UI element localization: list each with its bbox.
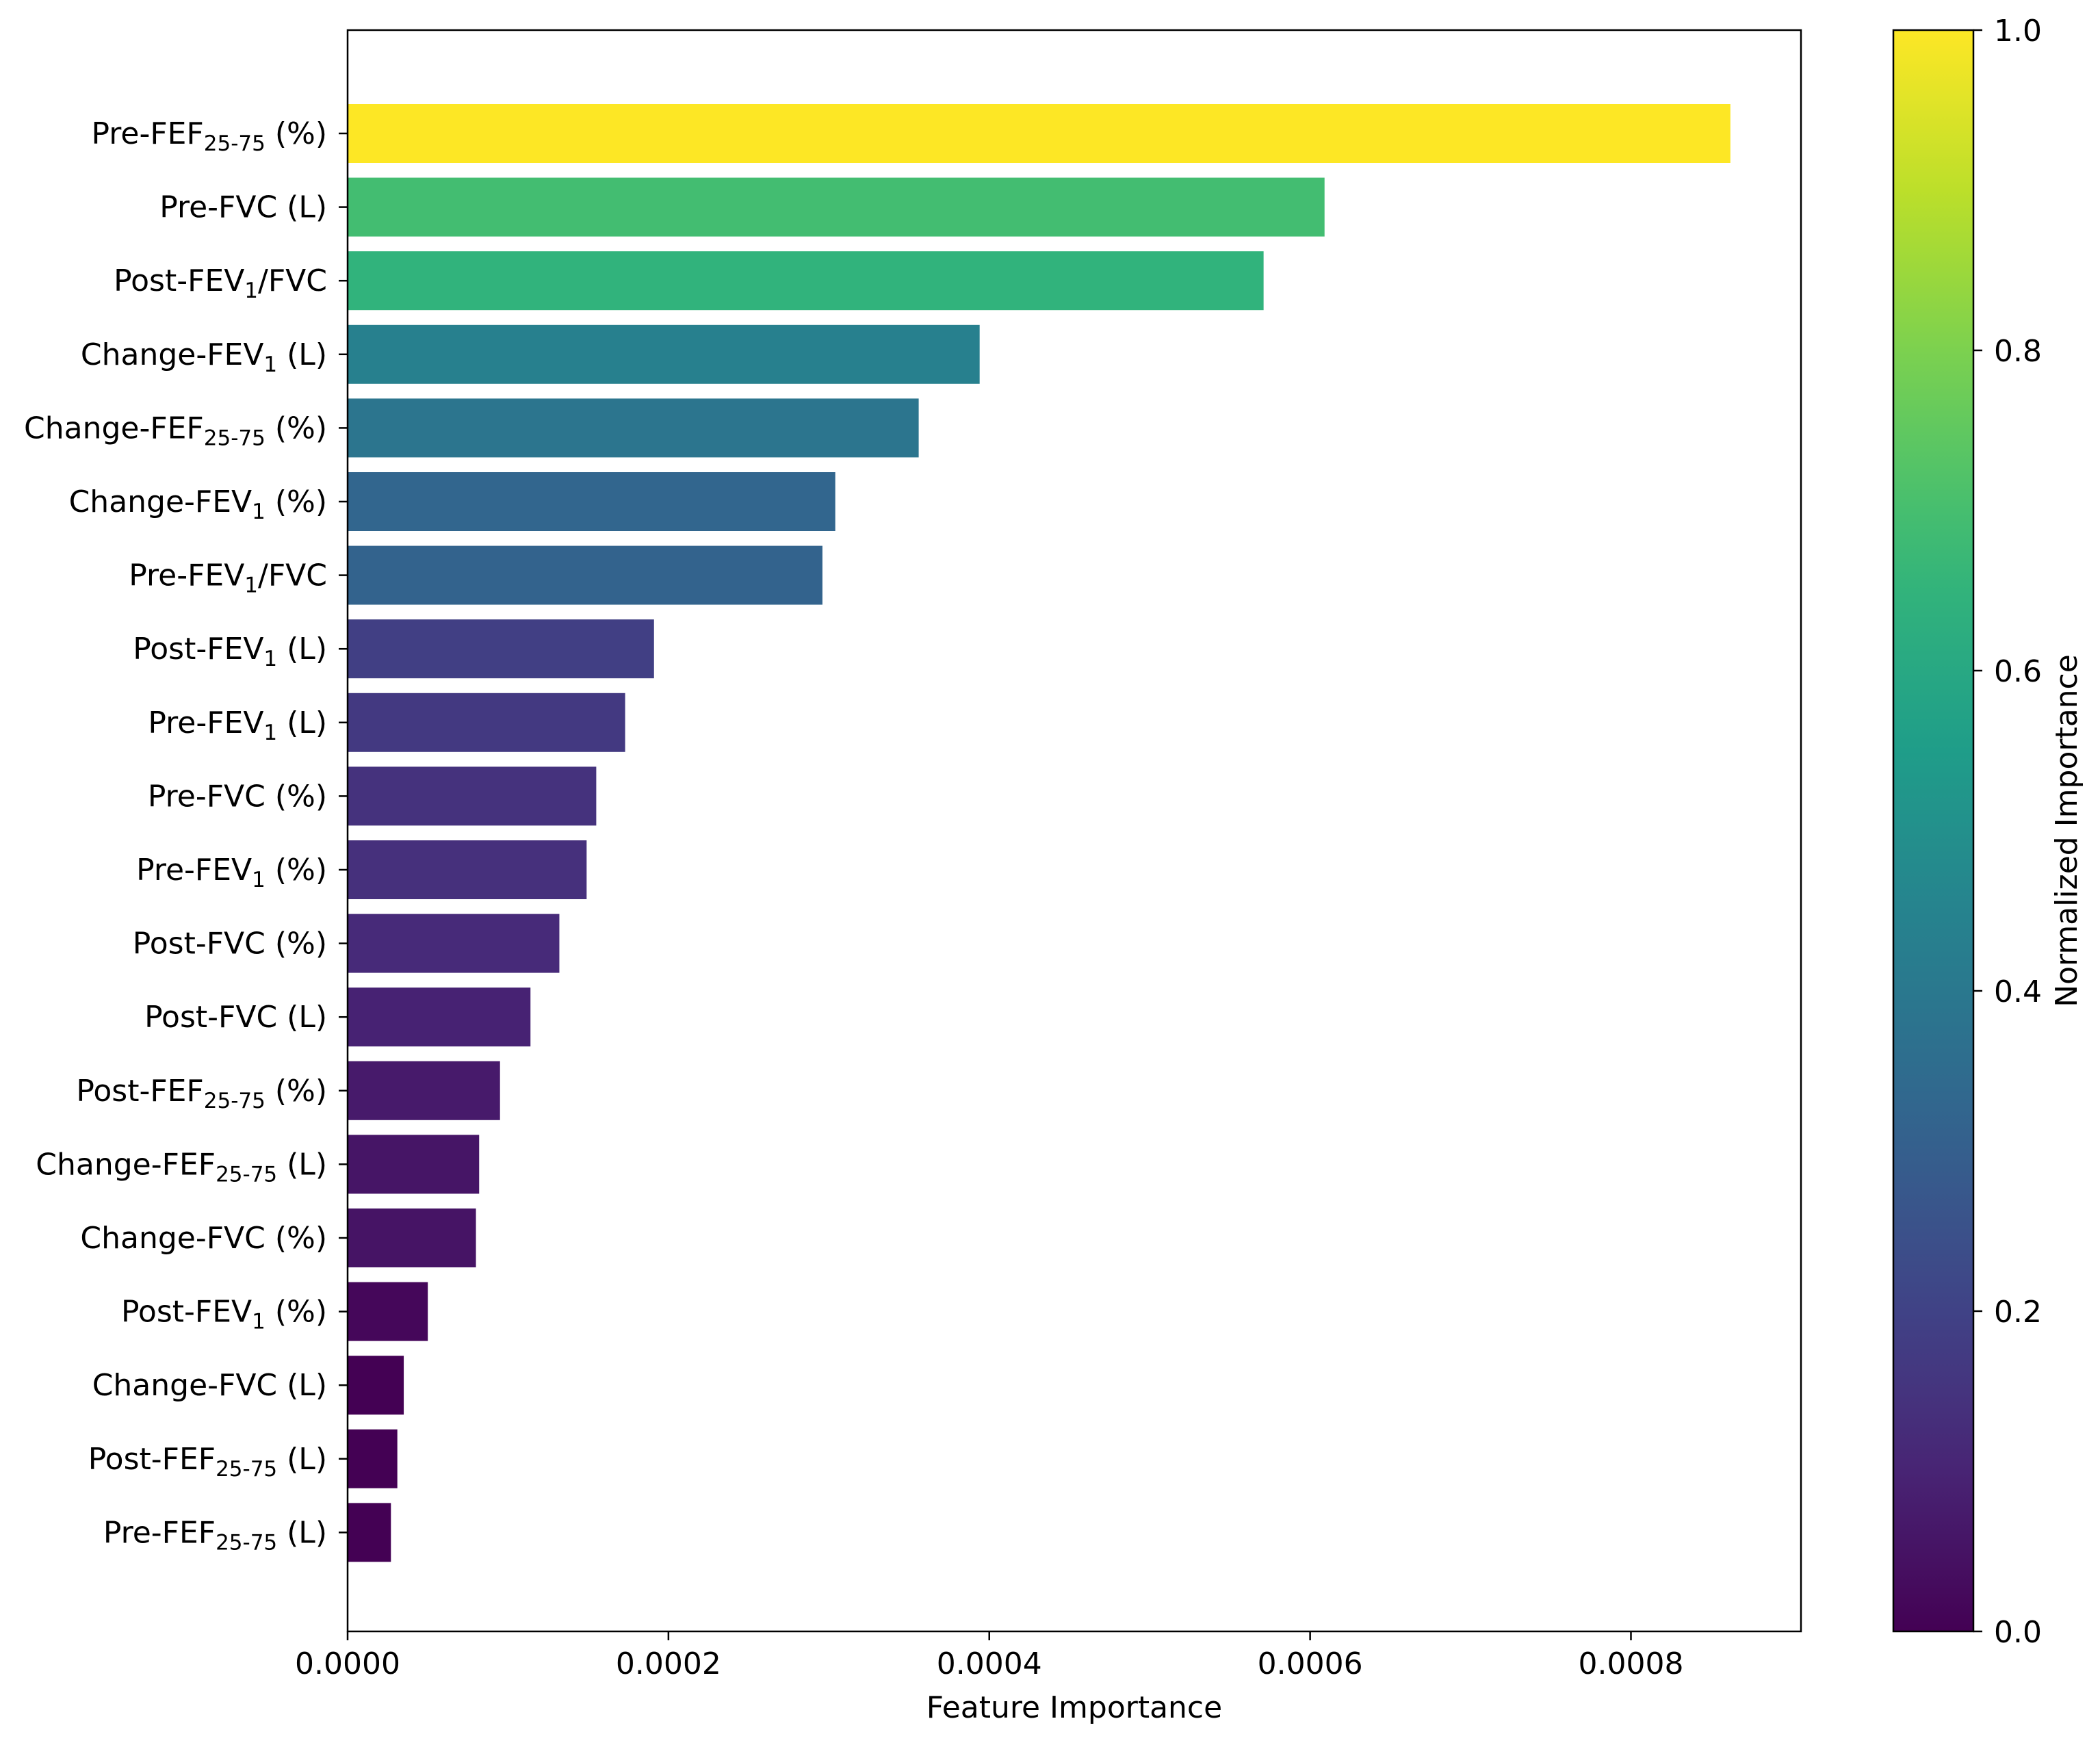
- bar: [348, 398, 919, 458]
- colorbar: [1892, 29, 1975, 1633]
- colorbar-label: Normalized Importance: [2049, 654, 2084, 1007]
- bar: [348, 1429, 398, 1488]
- y-tick-label: Change-FVC (%): [80, 1221, 327, 1256]
- y-tick-label: Pre-FEV1 (L): [148, 706, 327, 745]
- bar: [348, 840, 587, 899]
- colorbar-tick-label: 1.0: [1994, 14, 2042, 49]
- y-tick-label: Change-FEV1 (L): [81, 337, 327, 377]
- y-tick-label: Post-FEV1/FVC: [114, 263, 327, 303]
- colorbar-tick-label: 0.6: [1994, 654, 2042, 689]
- colorbar-tick-label: 0.4: [1994, 974, 2042, 1009]
- y-tick-label: Pre-FEF25-75 (L): [103, 1515, 327, 1555]
- y-tick-label: Pre-FEV1 (%): [136, 853, 327, 892]
- y-tick-label: Pre-FEV1/FVC: [129, 558, 327, 598]
- x-tick-label: 0.0008: [1579, 1646, 1684, 1681]
- y-tick-label: Pre-FVC (L): [159, 190, 327, 225]
- colorbar-tick-label: 0.8: [1994, 334, 2042, 369]
- bar: [348, 1208, 476, 1267]
- colorbar-frame: [1892, 29, 1975, 1633]
- bar: [348, 472, 835, 531]
- colorbar-tick-label: 0.2: [1994, 1295, 2042, 1330]
- y-tick-label: Change-FEF25-75 (%): [24, 411, 327, 450]
- bar: [348, 1503, 391, 1562]
- bar: [348, 1282, 428, 1341]
- y-tick-label: Post-FVC (%): [133, 927, 327, 961]
- y-tick-label: Post-FEV1 (L): [133, 632, 327, 671]
- x-tick-label: 0.0006: [1258, 1646, 1363, 1681]
- bar: [348, 324, 980, 384]
- y-tick-label: Pre-FEF25-75 (%): [92, 116, 327, 156]
- bar: [348, 766, 597, 826]
- y-tick-label: Post-FEF25-75 (L): [88, 1442, 327, 1482]
- bar: [348, 987, 531, 1047]
- y-tick-label: Post-FEV1 (%): [121, 1295, 327, 1334]
- bar: [348, 1135, 480, 1194]
- bar: [348, 693, 625, 752]
- x-tick-label: 0.0002: [616, 1646, 721, 1681]
- bar: [348, 914, 560, 973]
- y-tick-label: Pre-FVC (%): [148, 779, 327, 814]
- x-tick-label: 0.0004: [937, 1646, 1042, 1681]
- bar: [348, 251, 1264, 311]
- bar: [348, 177, 1325, 237]
- bar: [348, 545, 822, 605]
- y-tick-label: Change-FEF25-75 (L): [36, 1147, 327, 1187]
- y-tick-label: Post-FVC (L): [144, 1000, 327, 1035]
- y-tick-label: Change-FVC (L): [92, 1368, 327, 1403]
- x-tick-label: 0.0000: [295, 1646, 400, 1681]
- bar: [348, 1356, 404, 1415]
- bar: [348, 619, 654, 679]
- bar: [348, 104, 1730, 163]
- colorbar-gradient: [1893, 30, 1973, 1631]
- bar: [348, 1061, 500, 1120]
- x-axis: 0.0000 0.0002 0.0004 0.0006 0.0008: [295, 1631, 1683, 1681]
- bars-group: [348, 104, 1730, 1562]
- plot-frame: [346, 29, 1802, 1633]
- y-axis: Pre-FEF25-75 (%) Pre-FVC (L) Post-FEV1/FVC…: [24, 116, 348, 1555]
- y-tick-label: Post-FEF25-75 (%): [76, 1074, 327, 1113]
- colorbar-axis: 0.0 0.2 0.4 0.6 0.8 1.0: [1973, 14, 2042, 1650]
- colorbar-tick-label: 0.0: [1994, 1615, 2042, 1650]
- y-tick-label: Change-FEV1 (%): [69, 484, 327, 524]
- x-axis-label: Feature Importance: [926, 1690, 1222, 1725]
